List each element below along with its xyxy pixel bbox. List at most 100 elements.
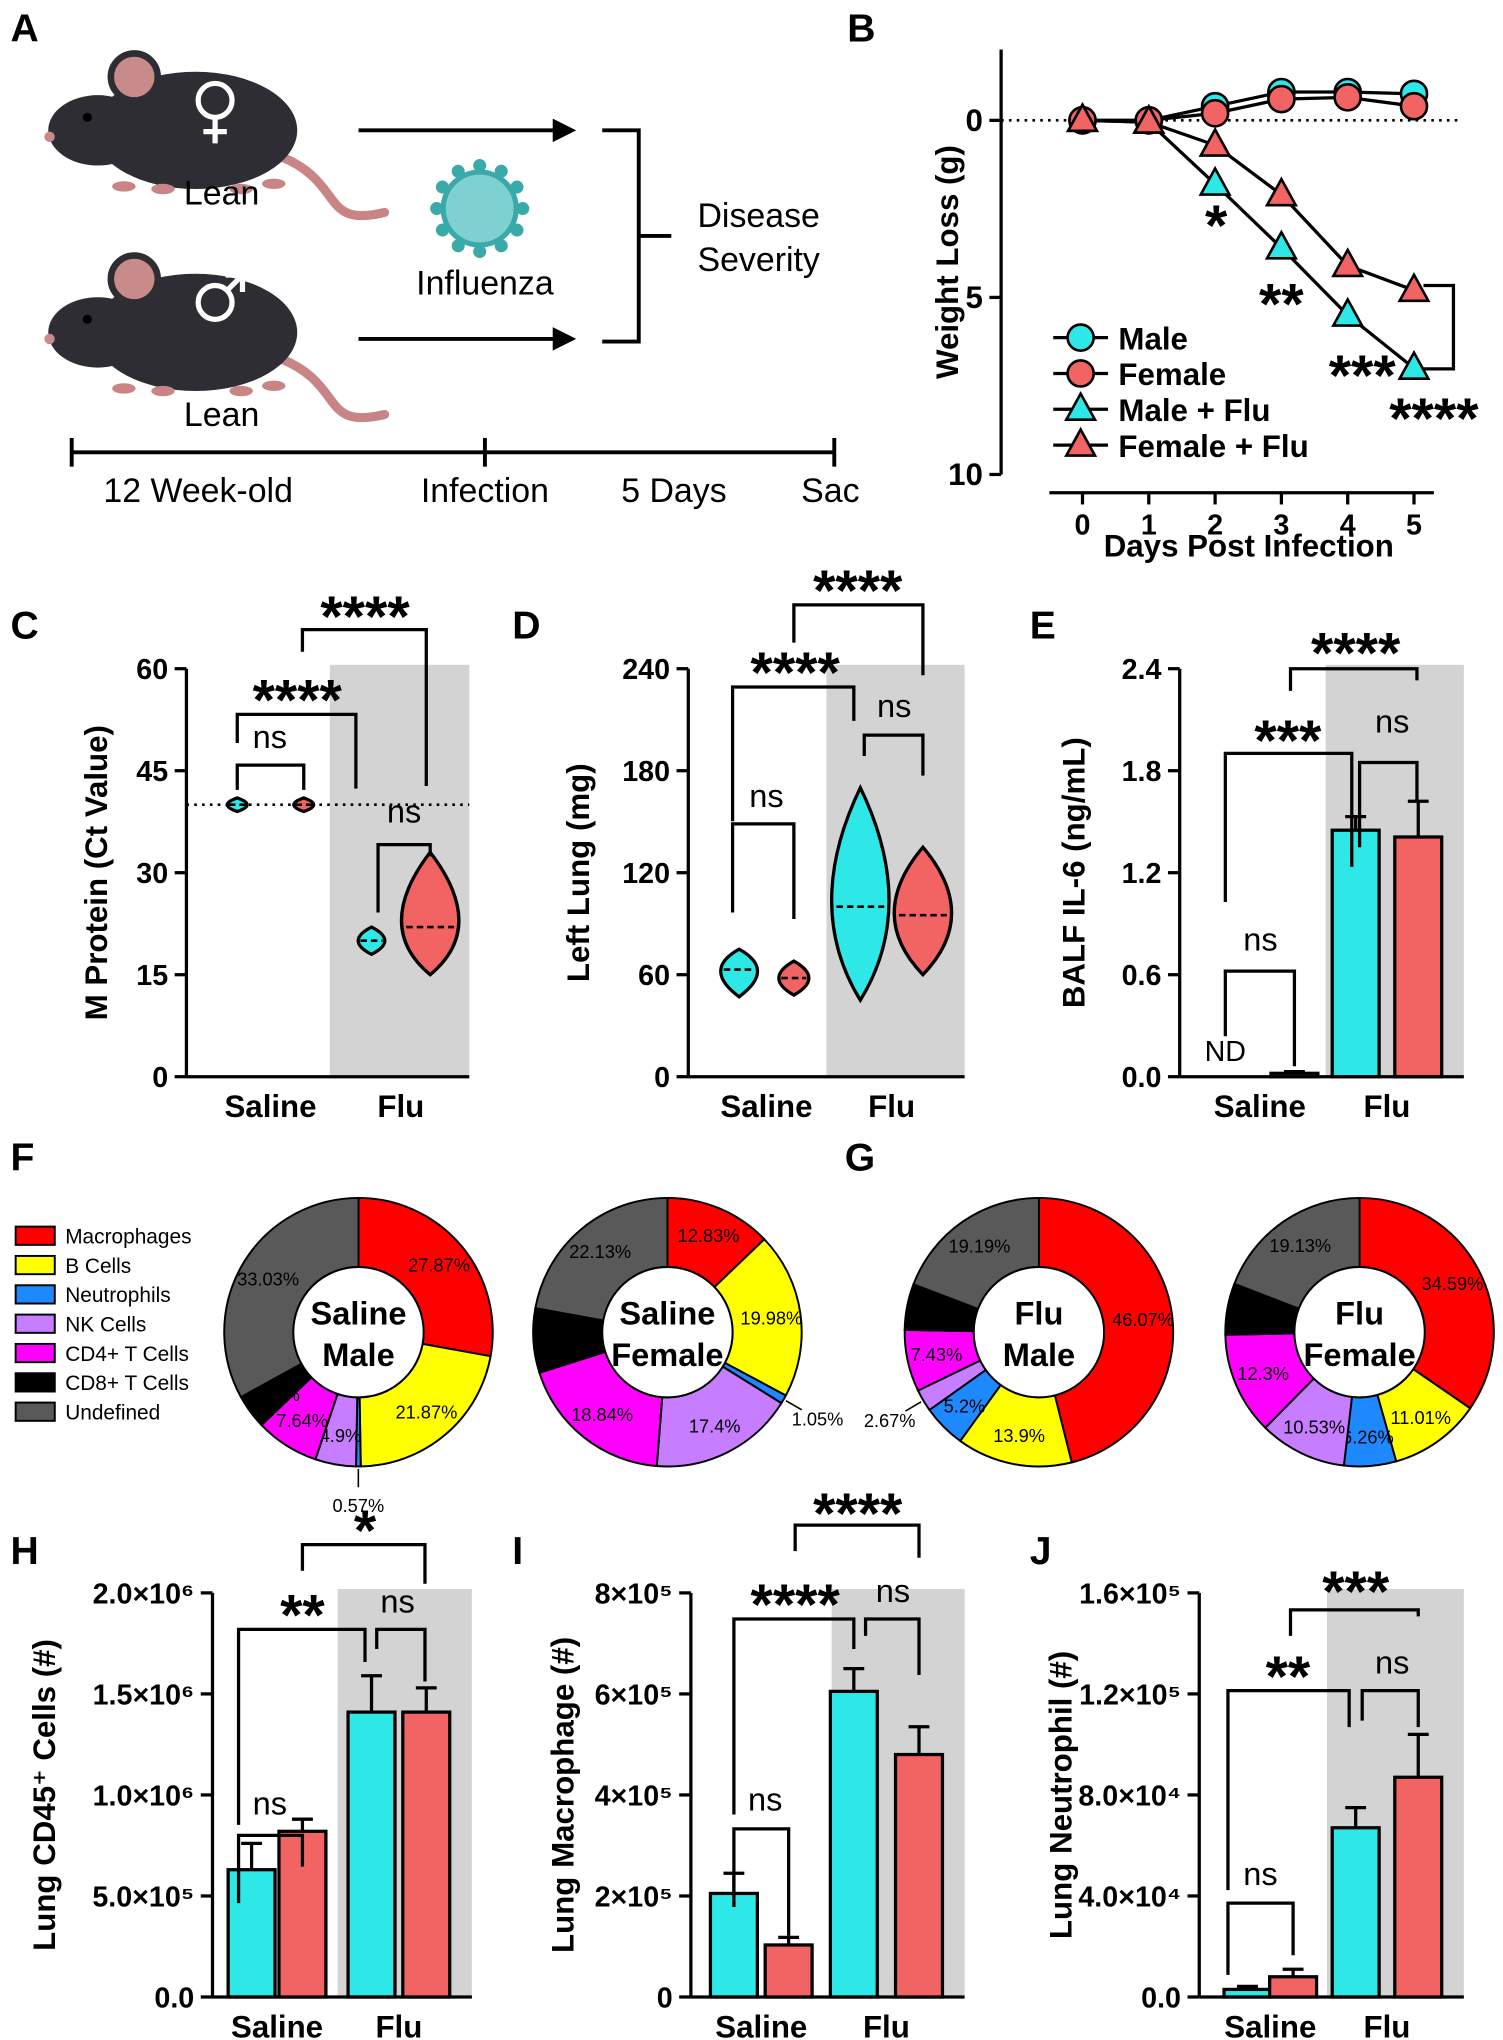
marker: [1198, 126, 1232, 157]
sig-bracket: [1288, 667, 1419, 691]
slice-label: 2.67%: [864, 1410, 916, 1431]
y-tick-label: 8.0×10⁴: [1078, 1780, 1181, 1812]
slice-label: 6.26%: [1342, 1426, 1394, 1447]
panel-letter: B: [847, 8, 875, 51]
slice-label: 12.83%: [678, 1225, 740, 1246]
legend-swatch: [14, 1284, 56, 1305]
sig-bracket: [792, 603, 925, 676]
x-tick-label: Flu: [1364, 1089, 1411, 1124]
annotation: *: [1205, 194, 1228, 258]
violin-body: [830, 783, 891, 1004]
slice-label: 6.17%: [1230, 1303, 1282, 1324]
error-bar: [908, 1725, 930, 1755]
y-tick-label: 15: [136, 960, 168, 992]
sig-bracket: [376, 843, 432, 913]
y-tick-label: 2.0×10⁶: [93, 1578, 195, 1610]
donut-hole: [972, 1266, 1106, 1399]
marker: [1331, 296, 1365, 327]
error-bar: [1345, 814, 1367, 831]
bracket: [602, 128, 672, 344]
y-tick-label: 0.0: [1141, 1982, 1181, 2014]
slice-label: 34.59%: [1422, 1273, 1484, 1294]
foot: [229, 385, 253, 397]
y-tick-label: 0.0: [1122, 1062, 1162, 1094]
foot: [151, 183, 175, 195]
marker: [1264, 229, 1298, 260]
y-axis-label: Lung CD45⁺ Cells (#): [27, 1639, 62, 1951]
y-tick-label: 0: [654, 1062, 670, 1094]
x-tick-label: Saline: [231, 2009, 323, 2040]
error-bar: [241, 1841, 263, 1870]
y-tick-label: 1.5×10⁶: [93, 1679, 195, 1711]
timeline-label: 5 Days: [621, 472, 726, 510]
legend-marker: [1064, 390, 1098, 422]
y-tick-label: 5.0×10⁵: [92, 1881, 194, 1913]
virus-spike: [473, 245, 487, 259]
marker: [1132, 103, 1166, 134]
x-tick-label: 2: [1207, 509, 1223, 541]
error-bar: [1283, 1069, 1305, 1074]
head: [48, 95, 148, 166]
eye: [82, 314, 92, 324]
annotation: ****: [813, 559, 903, 623]
annotation: ****: [751, 641, 841, 705]
sex-symbol: [224, 274, 244, 293]
legend-label: Female + Flu: [1118, 429, 1308, 464]
marker: [1198, 165, 1232, 196]
ear: [107, 252, 162, 306]
bar: [828, 1689, 879, 1999]
head: [48, 297, 148, 368]
nose: [44, 333, 55, 345]
slice-label: 1.05%: [792, 1408, 844, 1429]
tail: [275, 353, 390, 423]
annotation: ns: [253, 719, 287, 755]
panel-letter: C: [10, 605, 38, 648]
marker: [1397, 349, 1431, 380]
annotation: **: [1259, 272, 1304, 336]
legend-marker: [1066, 323, 1095, 352]
y-tick-label: 0.0: [154, 1982, 194, 2014]
y-tick-label: 0.6: [1122, 960, 1162, 992]
marker: [1331, 247, 1365, 278]
y-axis-label: BALF IL-6 (ng/mL): [1057, 737, 1092, 1008]
slice-label: 7.64%: [276, 1410, 328, 1431]
panel-letter: I: [512, 1530, 523, 1573]
slice-label: 18.84%: [571, 1404, 633, 1425]
mouse-icon: [44, 252, 390, 423]
sig-bracket: [863, 1617, 921, 1676]
legend-label: Neutrophils: [65, 1284, 170, 1307]
legend-label: B Cells: [65, 1255, 131, 1278]
slice-label: 27.87%: [408, 1254, 470, 1275]
slice-label: 22.13%: [569, 1241, 631, 1262]
virus-spike: [430, 202, 444, 216]
slice-label: 13.9%: [993, 1425, 1045, 1446]
annotation: ns: [1243, 921, 1277, 957]
y-tick-label: 4.0×10⁴: [1078, 1881, 1181, 1913]
annotation: ***: [1254, 709, 1322, 773]
series-line: [1082, 118, 1415, 292]
pie-title: Female: [611, 1337, 723, 1373]
donut-hole: [292, 1266, 425, 1399]
error-bar: [1345, 1805, 1367, 1828]
panel-letter: H: [10, 1530, 38, 1573]
sig-bracket: [1226, 1901, 1295, 1975]
sig-bracket: [235, 763, 306, 790]
y-tick-label: 1.0×10⁶: [93, 1780, 195, 1812]
panel-letter: F: [10, 1137, 34, 1180]
y-tick-label: 8×10⁵: [595, 1578, 673, 1610]
slice-label: 11.01%: [1390, 1407, 1450, 1428]
marker: [1333, 83, 1363, 112]
x-tick-label: Saline: [224, 1089, 316, 1124]
x-tick-label: 5: [1406, 509, 1422, 541]
tail: [275, 151, 390, 221]
legend-label: CD4+ T Cells: [65, 1343, 189, 1366]
y-tick-label: 180: [622, 756, 670, 788]
leader-line: [785, 1399, 803, 1411]
marker: [1399, 91, 1429, 121]
pie-title: Male: [1003, 1337, 1075, 1373]
annotation: ****: [320, 585, 410, 649]
donut-hole: [601, 1266, 734, 1399]
y-tick-label: 1.2: [1122, 858, 1162, 890]
x-tick-label: Saline: [1224, 2009, 1316, 2040]
